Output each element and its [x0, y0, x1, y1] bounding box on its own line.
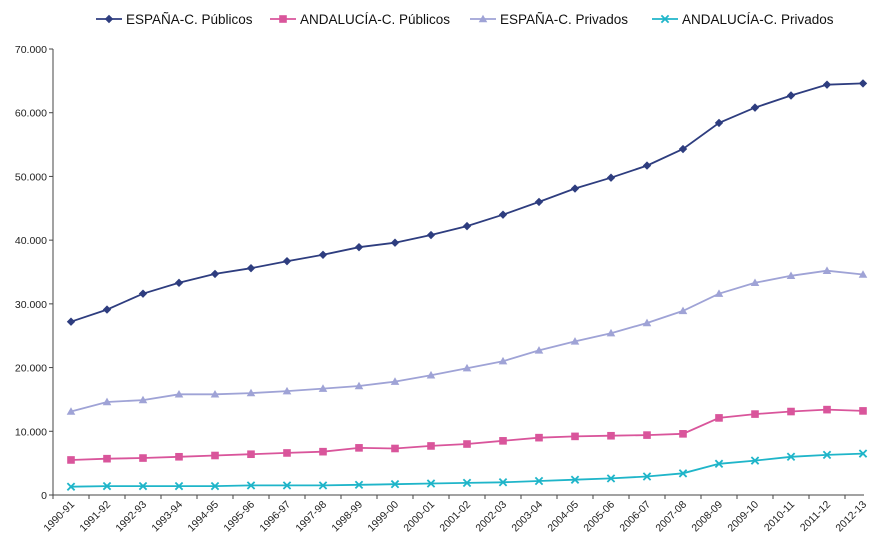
- x-tick-label: 2005-06: [581, 499, 617, 535]
- data-point: [463, 440, 471, 448]
- series-line: [71, 271, 863, 412]
- y-tick-label: 60.000: [15, 108, 47, 120]
- data-point: [499, 437, 507, 445]
- data-point: [463, 222, 471, 230]
- legend-item-4: ANDALUCÍA-C. Privados: [652, 12, 834, 27]
- x-tick-label: 2009-10: [725, 499, 761, 535]
- legend-item-3: ESPAÑA-C. Privados: [470, 12, 628, 27]
- x-tick-label: 2003-04: [509, 499, 545, 535]
- data-point: [103, 305, 111, 313]
- data-point: [751, 410, 759, 418]
- x-tick-label: 2002-03: [473, 499, 509, 535]
- data-point: [571, 184, 579, 192]
- x-tick-label: 2006-07: [617, 499, 653, 535]
- x-tick-label: 2004-05: [545, 499, 581, 535]
- data-point: [211, 452, 219, 460]
- series-3: [67, 266, 868, 414]
- chart-legend: ESPAÑA-C. Públicos ANDALUCÍA-C. Públicos E…: [96, 12, 834, 27]
- data-point: [247, 450, 255, 458]
- data-point: [247, 264, 255, 272]
- x-tick-label: 1994-95: [185, 499, 221, 535]
- y-tick-label: 40.000: [15, 235, 47, 247]
- legend-swatch-marker: [105, 15, 113, 23]
- legend-label: ESPAÑA-C. Privados: [500, 12, 628, 27]
- data-point: [67, 317, 75, 325]
- legend-item-2: ANDALUCÍA-C. Públicos: [270, 12, 450, 27]
- y-tick-label: 70.000: [15, 44, 47, 56]
- x-tick-label: 1996-97: [257, 499, 293, 535]
- data-point: [679, 430, 687, 438]
- data-point: [643, 161, 651, 169]
- data-point: [67, 456, 75, 464]
- x-tick-label: 1992-93: [113, 499, 149, 535]
- data-point: [823, 406, 831, 414]
- plot-area: [67, 79, 868, 490]
- data-point: [211, 270, 219, 278]
- data-point: [283, 257, 291, 265]
- data-point: [607, 174, 615, 182]
- data-point: [355, 444, 363, 452]
- data-point: [607, 432, 615, 440]
- data-point: [715, 414, 723, 422]
- data-point: [787, 408, 795, 416]
- x-tick-label: 2000-01: [401, 499, 437, 535]
- legend-item-1: ESPAÑA-C. Públicos: [96, 12, 253, 27]
- legend-label: ANDALUCÍA-C. Públicos: [300, 12, 450, 27]
- legend-swatch-marker: [279, 15, 287, 23]
- data-point: [175, 279, 183, 287]
- y-tick-label: 50.000: [15, 171, 47, 183]
- x-tick-label: 1997-98: [293, 499, 329, 535]
- y-tick-label: 20.000: [15, 363, 47, 375]
- data-point: [319, 448, 327, 456]
- y-tick-label: 10.000: [15, 426, 47, 438]
- x-tick-label: 1993-94: [149, 499, 185, 535]
- data-point: [751, 103, 759, 111]
- data-point: [175, 453, 183, 461]
- y-tick-label: 0: [41, 490, 47, 502]
- x-tick-label: 2010-11: [762, 499, 797, 534]
- data-point: [103, 455, 111, 463]
- data-point: [139, 289, 147, 297]
- x-tick-label: 2001-02: [437, 499, 473, 535]
- data-point: [643, 431, 651, 439]
- x-tick-label: 1991-92: [77, 499, 113, 535]
- data-point: [283, 449, 291, 457]
- x-tick-label: 2011-12: [798, 499, 833, 534]
- x-tick-label: 1995-96: [221, 499, 257, 535]
- x-tick-label: 2012-13: [833, 499, 869, 535]
- data-point: [139, 454, 147, 462]
- data-point: [391, 445, 399, 453]
- data-point: [391, 238, 399, 246]
- data-point: [355, 243, 363, 251]
- x-tick-label: 1999-00: [365, 499, 401, 535]
- series-2: [67, 406, 867, 464]
- data-point: [859, 79, 867, 87]
- data-point: [427, 231, 435, 239]
- x-tick-label: 2007-08: [653, 499, 689, 535]
- series-line: [71, 410, 863, 460]
- data-point: [499, 210, 507, 218]
- legend-label: ANDALUCÍA-C. Privados: [682, 12, 834, 27]
- data-point: [787, 91, 795, 99]
- data-point: [571, 433, 579, 441]
- series-1: [67, 79, 867, 326]
- x-tick-label: 1998-99: [329, 499, 365, 535]
- data-point: [859, 407, 867, 415]
- x-tick-label: 1990-91: [41, 499, 77, 535]
- y-tick-label: 30.000: [15, 299, 47, 311]
- x-tick-label: 2008-09: [689, 499, 725, 535]
- data-point: [427, 442, 435, 450]
- legend-label: ESPAÑA-C. Públicos: [126, 12, 253, 27]
- data-point: [319, 251, 327, 259]
- data-point: [535, 198, 543, 206]
- data-point: [535, 434, 543, 442]
- data-point: [823, 80, 831, 88]
